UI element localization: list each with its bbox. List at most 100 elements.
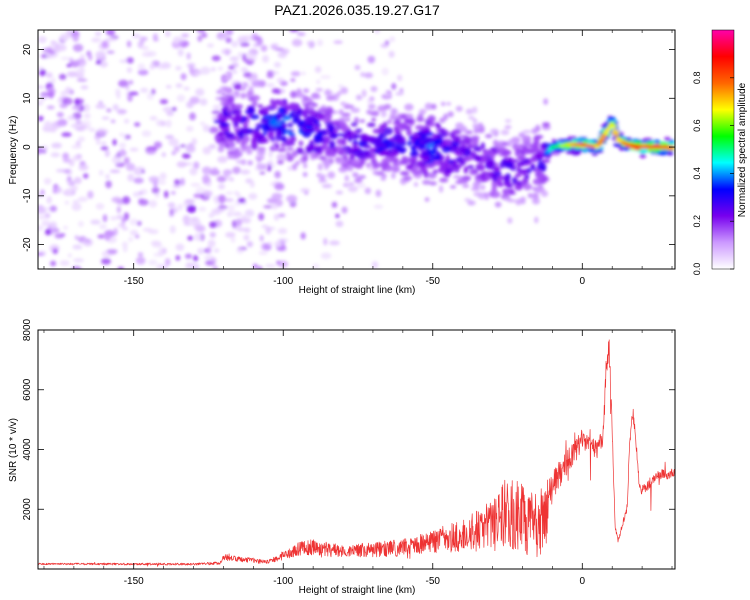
spectrogram-noise-blob (133, 167, 142, 176)
spectrogram-noise-blob (172, 184, 181, 189)
spectrogram-ridge-core (613, 133, 619, 137)
spectrogram-ridge-blob (443, 113, 448, 121)
spectrogram-noise-blob (39, 69, 47, 77)
spectrogram-ridge-blob (349, 149, 355, 155)
spectrogram-noise-blob (95, 60, 102, 65)
spectrogram-noise-blob (52, 188, 57, 194)
spectrogram-noise-blob (273, 61, 282, 68)
spectrogram-ridge-blob (217, 112, 224, 120)
spectrogram-noise-blob (76, 78, 88, 82)
spectrogram-ridge-blob (463, 136, 473, 144)
spectrogram-ridge-blob (639, 153, 647, 159)
spectrogram-noise-blob (208, 212, 215, 218)
spectrogram-noise-blob (80, 124, 91, 130)
spectrogram-noise-blob (152, 38, 159, 42)
spectrogram-noise-blob (38, 115, 44, 122)
spectrogram-noise-blob (172, 207, 178, 214)
spectrogram-ridge-blob (250, 114, 260, 120)
spectrogram-noise-blob (123, 156, 130, 165)
spectrogram-noise-blob (38, 225, 44, 231)
spectrogram-noise-blob (77, 196, 88, 202)
spectrogram-noise-blob (175, 83, 183, 88)
spectrogram-noise-blob (64, 86, 72, 95)
spectrogram-noise-blob (115, 88, 121, 97)
spectrogram-noise-blob (118, 142, 127, 148)
spectrogram-noise-blob (38, 215, 47, 220)
spectrogram-ridge-blob (234, 114, 243, 121)
spectrogram-ridge-blob (295, 160, 300, 166)
spectrogram-ridge-blob (267, 104, 277, 109)
spectrogram-noise-blob (67, 175, 72, 182)
spectrogram-noise-blob (55, 43, 66, 48)
spectrogram-ridge-blob (381, 158, 388, 166)
spectrogram-noise-blob (160, 120, 167, 127)
spectrogram-noise-blob (169, 208, 174, 216)
spectrogram-ridge-blob (247, 89, 254, 97)
spectrogram-ridge-blob (391, 158, 400, 164)
spectrogram-noise-blob (268, 150, 273, 159)
spectrogram-ridge-blob (296, 116, 302, 125)
spectrogram-ridge-blob (467, 165, 475, 169)
spectrogram-ridge-blob (425, 132, 435, 136)
spectrogram-ridge-blob (280, 142, 287, 148)
spectrogram-noise-blob (160, 62, 171, 69)
spectrogram-ridge-blob (550, 151, 561, 156)
spectrogram-noise-blob (271, 192, 283, 200)
spectrogram-noise-blob (60, 56, 71, 61)
spectrogram-noise-blob (202, 124, 211, 133)
spectrogram-ridge-blob (411, 134, 421, 138)
spectrogram-ridge-blob (317, 163, 323, 171)
spectrogram-ridge-blob (472, 181, 481, 189)
spectrogram-ridge-blob (421, 152, 431, 157)
spectrogram-ridge-blob (497, 182, 504, 187)
spectrogram-ridge-blob (279, 136, 288, 141)
snr-x-tick-label: 0 (580, 576, 586, 587)
spectrogram-noise-blob (185, 144, 196, 153)
spectrogram-ridge-blob (416, 116, 424, 120)
spectrogram-ridge-blob (213, 119, 223, 124)
spectrogram-ridge-blob (500, 129, 510, 136)
spectrogram-ridge-blob (375, 189, 382, 198)
spectrogram-ridge-blob (232, 108, 242, 116)
spectrogram-noise-blob (75, 119, 83, 126)
spectrogram-ridge-blob (252, 80, 262, 88)
snr-y-tick-label: 2000 (22, 498, 33, 521)
spectrogram-ridge-blob (247, 160, 254, 166)
spectrogram-noise-blob (40, 189, 45, 196)
spectrogram-noise-blob (49, 205, 58, 212)
spectrogram-noise-blob (237, 35, 247, 44)
spectrogram-noise-blob (237, 227, 247, 232)
spectrogram-ridge-blob (278, 101, 289, 107)
spectrogram-noise-blob (99, 61, 108, 68)
spectrogram-ridge-blob (488, 171, 494, 178)
spectrogram-noise-blob (38, 66, 45, 70)
spectrogram-noise-blob (90, 219, 101, 225)
spectrogram-ridge-blob (285, 129, 293, 134)
spectrogram-ridge-blob (230, 102, 236, 111)
spectrogram-noise-blob (240, 214, 247, 223)
spectrogram-noise-blob (217, 155, 228, 163)
spectrogram-noise-blob (306, 41, 311, 45)
spectrogram-ridge-blob (514, 172, 522, 178)
spectrogram-noise-blob (89, 128, 96, 132)
spectrogram-ridge-blob (541, 122, 551, 127)
spectrogram-noise-blob (329, 240, 340, 246)
spectrogram-noise-blob (83, 113, 91, 119)
spectrogram-noise-blob (127, 94, 133, 102)
spectrogram-ridge-blob (336, 138, 345, 146)
spectrogram-noise-blob (248, 192, 258, 200)
spectrogram-noise-blob (304, 191, 309, 195)
spectrogram-noise-blob (105, 180, 112, 189)
spectrogram-ridge-blob (305, 144, 314, 153)
spectrogram-ridge-blob (344, 174, 350, 182)
spectrogram-ridge-blob (288, 132, 296, 137)
spectrogram-ridge-blob (500, 151, 509, 157)
spectrogram-ridge-blob (350, 122, 358, 127)
spectrogram-noise-blob (227, 204, 235, 213)
spectrogram-noise-blob (233, 83, 243, 91)
spectrogram-ridge-blob (541, 125, 551, 131)
spectrogram-ridge-blob (455, 105, 463, 112)
snr-y-tick-label: 8000 (22, 318, 33, 341)
spectrogram-ridge-blob (522, 130, 532, 134)
spectrogram-noise-blob (117, 266, 124, 269)
